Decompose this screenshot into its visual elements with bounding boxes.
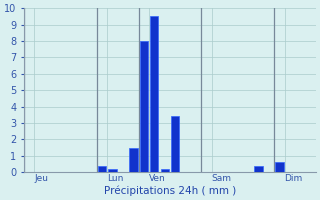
Bar [275,162,284,172]
Bar [129,148,138,172]
Bar [140,41,148,172]
Bar [108,169,117,172]
Bar [98,166,106,172]
Bar [171,116,179,172]
Bar [150,16,158,172]
Bar [161,169,169,172]
Bar [254,166,263,172]
X-axis label: Précipitations 24h ( mm ): Précipitations 24h ( mm ) [104,185,236,196]
